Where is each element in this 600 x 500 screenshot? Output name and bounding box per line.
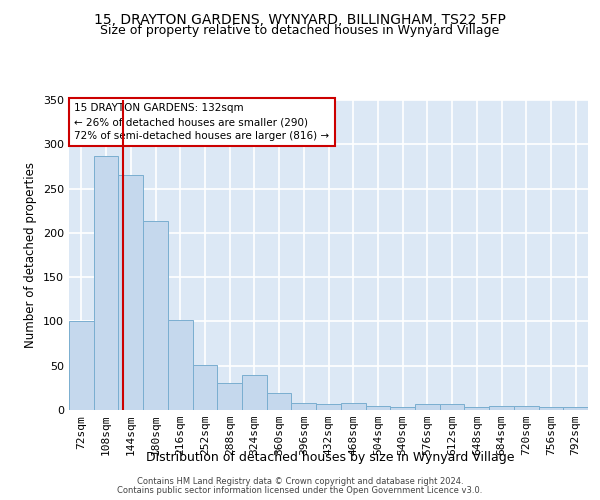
Text: Contains public sector information licensed under the Open Government Licence v3: Contains public sector information licen… [118,486,482,495]
Bar [267,393,292,410]
Bar [390,408,415,410]
Bar [415,404,440,410]
Bar [563,408,588,410]
Bar [193,365,217,410]
Bar [242,374,267,410]
Bar [365,406,390,410]
Bar [514,406,539,410]
Bar [118,176,143,410]
Bar [440,404,464,410]
Bar [168,320,193,410]
Text: Size of property relative to detached houses in Wynyard Village: Size of property relative to detached ho… [100,24,500,37]
Bar [69,322,94,410]
Bar [316,404,341,410]
Text: 15, DRAYTON GARDENS, WYNYARD, BILLINGHAM, TS22 5FP: 15, DRAYTON GARDENS, WYNYARD, BILLINGHAM… [94,12,506,26]
Bar [539,408,563,410]
Bar [292,403,316,410]
Bar [94,156,118,410]
Bar [489,406,514,410]
Bar [341,403,365,410]
Text: Distribution of detached houses by size in Wynyard Village: Distribution of detached houses by size … [146,451,514,464]
Text: Contains HM Land Registry data © Crown copyright and database right 2024.: Contains HM Land Registry data © Crown c… [137,477,463,486]
Bar [217,382,242,410]
Y-axis label: Number of detached properties: Number of detached properties [25,162,37,348]
Bar [143,222,168,410]
Bar [464,408,489,410]
Text: 15 DRAYTON GARDENS: 132sqm
← 26% of detached houses are smaller (290)
72% of sem: 15 DRAYTON GARDENS: 132sqm ← 26% of deta… [74,103,329,141]
